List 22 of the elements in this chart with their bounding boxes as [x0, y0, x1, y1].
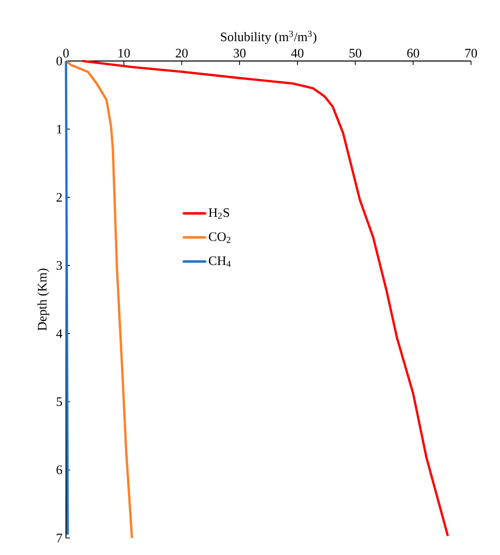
x-tick-label: 20	[176, 48, 188, 58]
x-tick-label: 30	[234, 48, 246, 58]
x-tick-label: 70	[465, 48, 477, 58]
legend-label: CO$_{2}$	[208, 232, 230, 243]
y-tick-label: 3	[56, 261, 62, 270]
x-tick-label: 40	[291, 48, 304, 58]
y-tick-label: 6	[56, 466, 62, 474]
x-tick-label: 10	[118, 48, 130, 58]
x-axis-title: Solubility (m$^{3}$/m$^{3}$)	[220, 30, 316, 44]
x-tick-label: 0	[63, 48, 69, 58]
y-tick-label: 1	[57, 124, 62, 134]
x-tick-label: 50	[350, 48, 362, 58]
y-axis-title: Depth (Km)	[37, 268, 50, 331]
y-tick-label: 4	[56, 329, 62, 338]
y-tick-label: 7	[56, 534, 62, 542]
line-series	[81, 60, 450, 538]
y-tick-label: 0	[56, 56, 62, 66]
y-tick-label: 5	[56, 397, 62, 406]
legend-label: CH$_{4}$	[208, 256, 231, 267]
y-tick-label: 2	[56, 193, 62, 202]
x-tick-label: 60	[407, 48, 420, 58]
legend-label: H$_{2}$S	[208, 208, 230, 219]
